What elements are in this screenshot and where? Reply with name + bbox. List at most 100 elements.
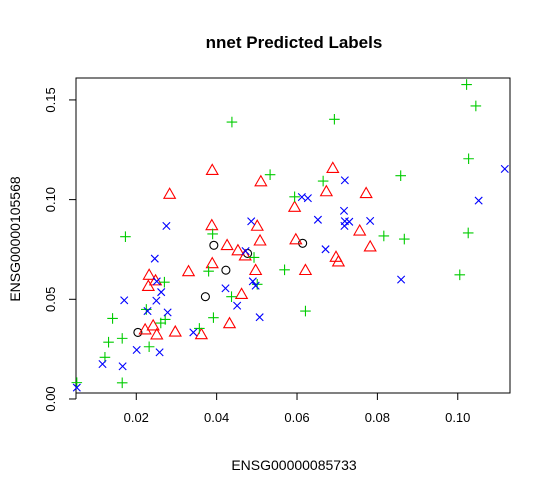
x-point	[397, 275, 406, 284]
x-point	[248, 277, 257, 286]
plus-point	[378, 230, 390, 242]
plus-point	[203, 265, 214, 277]
plus-point	[116, 377, 128, 389]
triangle-point	[138, 322, 152, 335]
plus-point	[208, 312, 219, 323]
plus-point	[317, 175, 329, 187]
x-point	[251, 281, 260, 290]
triangle-point	[234, 287, 249, 299]
triangle-point	[331, 254, 346, 267]
x-point	[474, 196, 483, 205]
plus-point	[99, 352, 111, 363]
x-point	[366, 216, 375, 226]
triangle-point	[168, 324, 182, 337]
y-tick-label: 0.10	[43, 187, 58, 212]
x-point	[157, 288, 166, 297]
x-point	[221, 284, 230, 293]
triangle-point	[287, 200, 302, 212]
x-axis: 0.02 0.04 0.06 0.08 0.10	[124, 392, 470, 425]
plus-point	[395, 170, 406, 181]
y-axis: 0.00 0.05 0.10 0.15	[43, 87, 77, 412]
x-tick-label: 0.04	[204, 410, 229, 425]
plus-point	[207, 228, 218, 240]
x-point	[143, 306, 152, 316]
x-point	[72, 383, 81, 392]
x-point	[321, 245, 330, 254]
x-tick-label: 0.10	[445, 410, 470, 425]
plot-frame	[75, 77, 511, 394]
plus-point	[470, 100, 482, 112]
triangle-point	[150, 327, 164, 340]
x-point	[98, 360, 107, 369]
x-point	[163, 308, 172, 317]
y-tick-label: 0.00	[43, 386, 58, 411]
triangle-point	[253, 233, 267, 246]
x-point	[118, 362, 127, 371]
x-point	[233, 301, 242, 310]
triangle-point	[250, 219, 264, 231]
triangle-point	[141, 279, 156, 292]
x-point	[500, 164, 509, 173]
plus-point	[329, 113, 340, 125]
x-point	[339, 206, 349, 215]
plus-point	[159, 314, 171, 325]
plus-point	[279, 264, 290, 276]
plus-point	[159, 276, 170, 288]
x-point	[152, 296, 161, 305]
triangle-point	[205, 256, 219, 269]
plus-point	[103, 336, 114, 348]
triangle-point	[162, 187, 177, 199]
triangle-point	[194, 327, 209, 340]
plus-point	[194, 323, 205, 334]
plus-point	[264, 169, 276, 180]
x-tick-label: 0.08	[365, 410, 390, 425]
triangle-point	[289, 232, 303, 245]
triangle-point	[205, 218, 219, 231]
triangle-point	[146, 318, 160, 331]
y-tick-label: 0.05	[43, 287, 58, 312]
x-tick-label: 0.06	[284, 410, 309, 425]
x-tick-label: 0.02	[124, 410, 149, 425]
triangle-point	[222, 316, 237, 329]
x-point	[247, 217, 256, 226]
triangle-point	[298, 263, 313, 276]
plus-point	[248, 252, 260, 263]
triangle-point	[181, 264, 196, 277]
triangle-point	[353, 223, 367, 236]
triangle-point	[220, 238, 234, 251]
plus-point	[107, 313, 118, 324]
triangle-point	[231, 243, 245, 256]
triangle-point	[326, 161, 340, 173]
y-tick-label: 0.15	[43, 87, 58, 112]
x-point	[297, 192, 306, 202]
triangle-point	[254, 174, 268, 187]
chart-title: nnet Predicted Labels	[206, 33, 383, 52]
x-point	[152, 277, 161, 286]
triangle-point	[363, 239, 377, 252]
plus-point	[143, 341, 155, 353]
plus-point	[226, 291, 237, 302]
triangle-point	[142, 268, 156, 280]
plus-point	[461, 79, 472, 90]
plus-point	[462, 227, 474, 239]
circle-point	[209, 240, 219, 250]
x-point	[132, 345, 141, 355]
plus-point	[289, 191, 300, 203]
circle-point	[221, 265, 231, 275]
circle-point	[200, 292, 210, 302]
x-point	[162, 221, 171, 230]
triangle-point	[359, 186, 373, 199]
triangle-point	[205, 163, 219, 175]
x-axis-label: ENSG00000085733	[231, 457, 357, 473]
x-point	[313, 215, 322, 224]
triangle-point	[248, 263, 263, 276]
x-point	[255, 313, 264, 322]
x-point	[155, 348, 164, 357]
plus-point	[116, 333, 128, 344]
triangle-point	[319, 184, 334, 197]
plus-point	[454, 269, 466, 281]
y-axis-label: ENSG00000105568	[7, 176, 23, 302]
plus-point	[226, 116, 238, 128]
x-point	[340, 221, 349, 230]
